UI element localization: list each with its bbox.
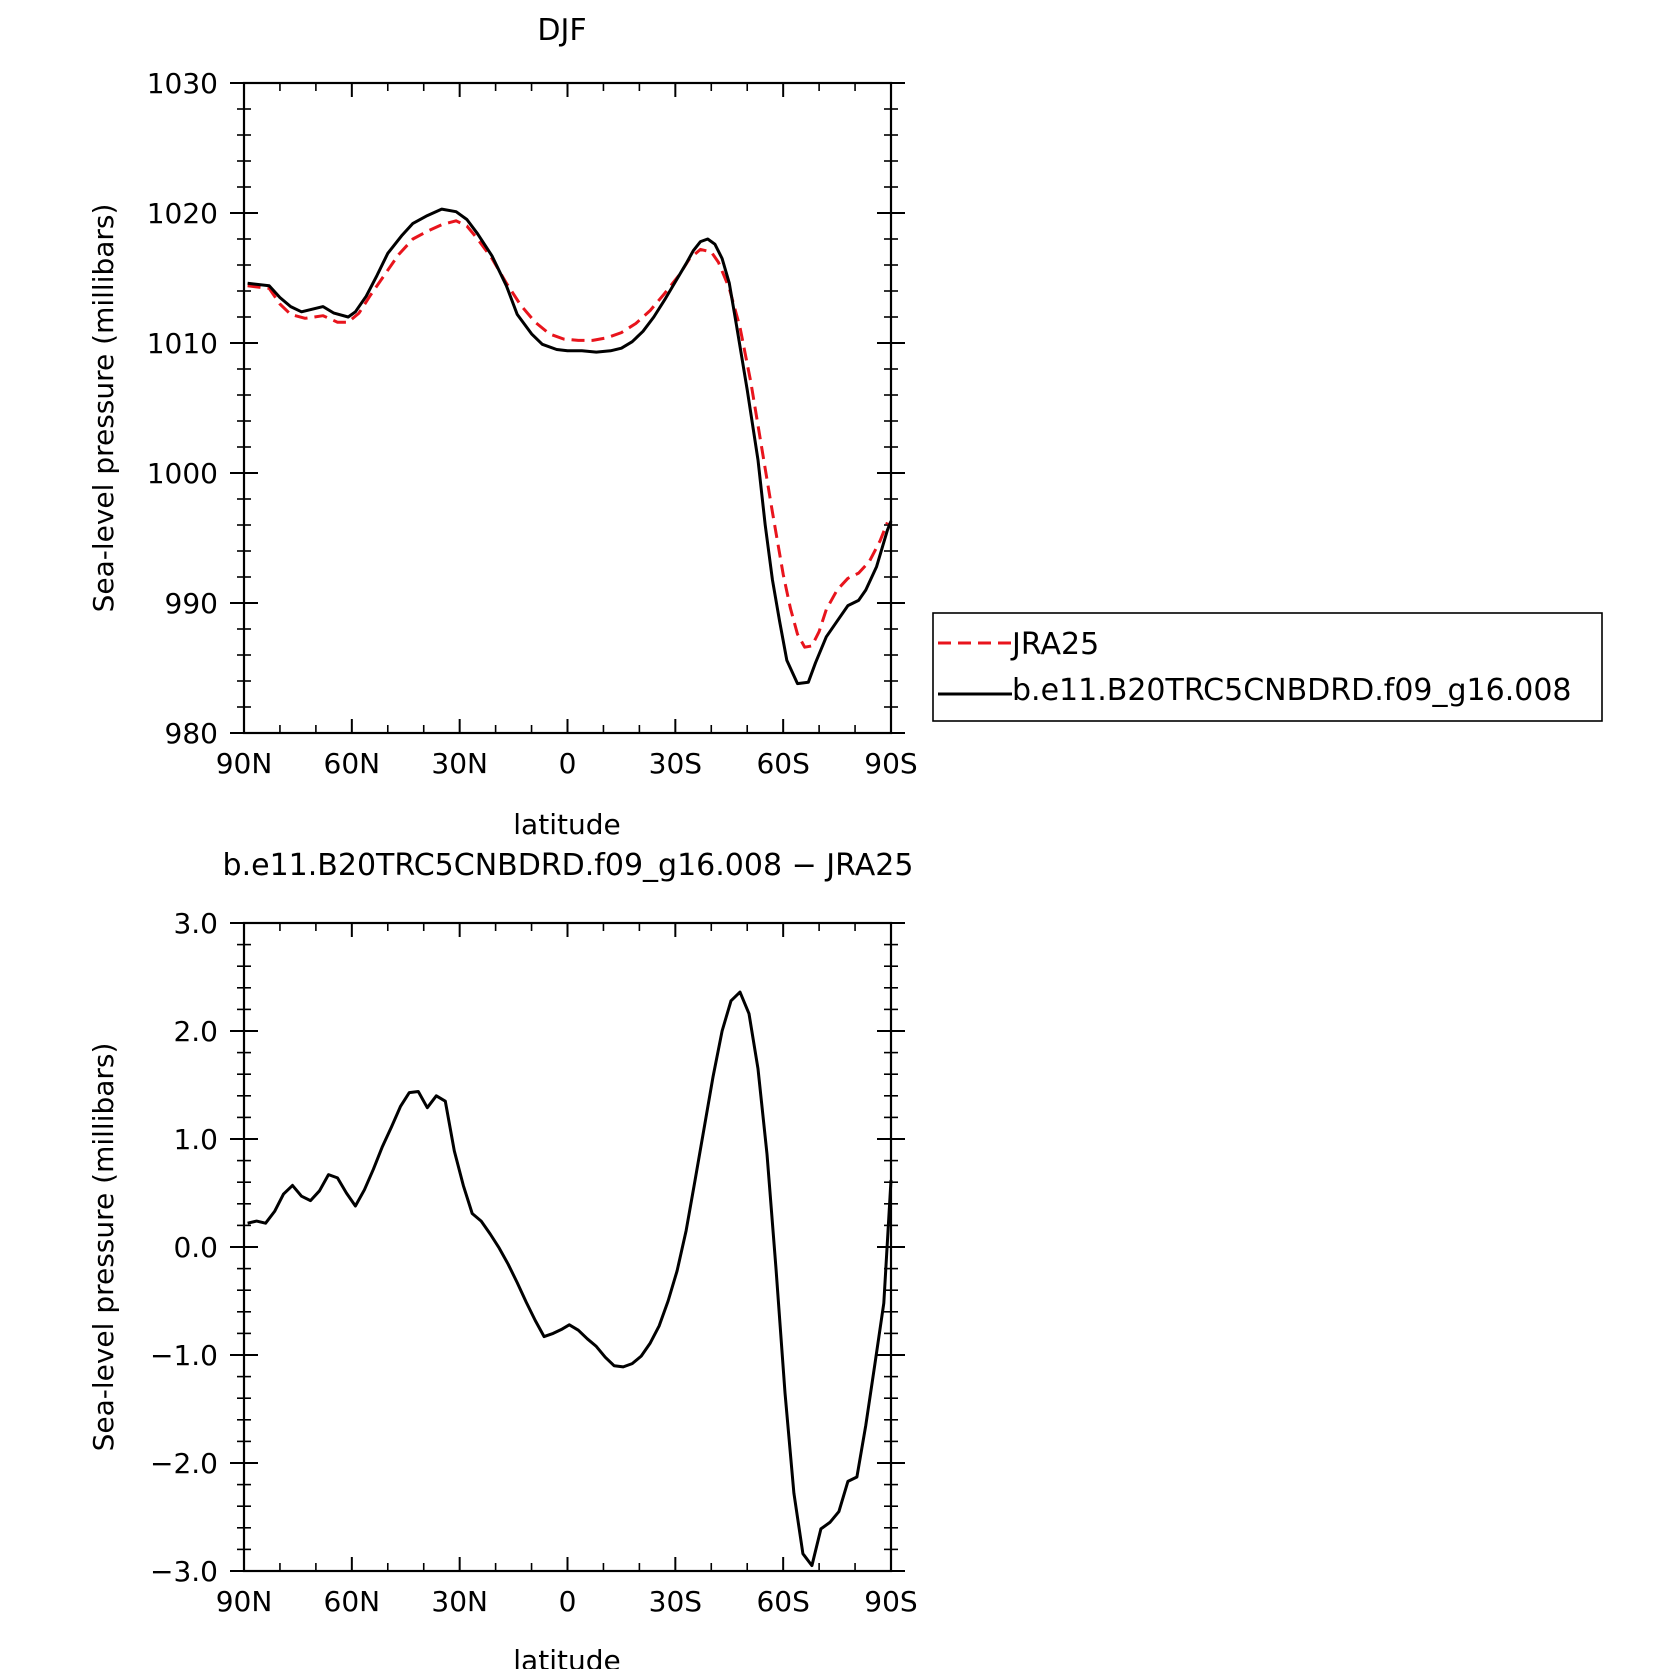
top-x-tick-label: 30N [431, 747, 488, 780]
bottom-y-axis-label: Sea-level pressure (millibars) [87, 1043, 120, 1452]
top-panel: DJF 90N 60N 30N 0 30S 60S 90S 980 990 1000 1010 102… [87, 13, 1603, 841]
top-series-line-jra25 [247, 219, 889, 649]
bottom-x-tick-label: 30N [431, 1585, 488, 1618]
top-y-tick-label: 1000 [147, 457, 218, 490]
bottom-y-tick-label: 2.0 [173, 1015, 218, 1048]
top-ticks [230, 82, 905, 734]
bottom-series-line-difference [247, 990, 893, 1568]
bottom-y-tick-label: −3.0 [150, 1555, 218, 1588]
bottom-y-tick-label: 1.0 [173, 1123, 218, 1156]
top-x-tick-label: 60N [324, 747, 381, 780]
top-x-axis-label: latitude [513, 808, 620, 841]
bottom-panel: b.e11.B20TRC5CNBDRD.f09_g16.008 − JRA25 … [87, 848, 918, 1669]
legend-box [932, 612, 1603, 722]
bottom-tick-labels: 90N 60N 30N 0 30S 60S 90S −3.0 −2.0 −1.0 0.0 1.0 2.0… [150, 907, 918, 1618]
top-y-tick-label: 1030 [147, 67, 218, 100]
bottom-x-tick-label: 90N [216, 1585, 273, 1618]
bottom-x-tick-label: 90S [864, 1585, 917, 1618]
top-y-tick-label: 1020 [147, 197, 218, 230]
top-x-tick-label: 60S [756, 747, 809, 780]
bottom-x-tick-label: 60S [756, 1585, 809, 1618]
bottom-y-tick-label: −2.0 [150, 1447, 218, 1480]
legend-label-model: b.e11.B20TRC5CNBDRD.f09_g16.008 [1012, 673, 1572, 708]
top-x-tick-label: 0 [559, 747, 577, 780]
top-plot-frame [242, 81, 893, 735]
top-x-tick-label: 90S [864, 747, 917, 780]
bottom-y-tick-label: 3.0 [173, 907, 218, 940]
top-y-tick-label: 1010 [147, 327, 218, 360]
bottom-series-group [247, 990, 893, 1568]
bottom-y-tick-label: 0.0 [173, 1231, 218, 1264]
bottom-x-tick-label: 30S [649, 1585, 702, 1618]
bottom-plot-frame [242, 921, 893, 1573]
bottom-x-tick-label: 0 [559, 1585, 577, 1618]
top-chart-title: DJF [537, 13, 586, 48]
top-series-group [247, 207, 893, 686]
top-y-tick-label: 990 [165, 587, 218, 620]
bottom-x-axis-label: latitude [513, 1644, 620, 1669]
bottom-y-tick-label: −1.0 [150, 1339, 218, 1372]
bottom-chart-title: b.e11.B20TRC5CNBDRD.f09_g16.008 − JRA25 [223, 848, 914, 883]
bottom-ticks [230, 922, 905, 1572]
top-tick-labels: 90N 60N 30N 0 30S 60S 90S 980 990 1000 1010 1020 103… [147, 67, 918, 780]
bottom-x-tick-label: 60N [324, 1585, 381, 1618]
top-x-tick-label: 30S [649, 747, 702, 780]
top-series-line-b-e11-b20trc5cnbdrd-f09-g16-008 [247, 207, 893, 686]
top-x-tick-label: 90N [216, 747, 273, 780]
top-y-axis-label: Sea-level pressure (millibars) [87, 204, 120, 613]
legend-label-jra25: JRA25 [1010, 627, 1099, 662]
legend: JRA25 b.e11.B20TRC5CNBDRD.f09_g16.008 [932, 612, 1603, 722]
top-y-tick-label: 980 [165, 717, 218, 750]
